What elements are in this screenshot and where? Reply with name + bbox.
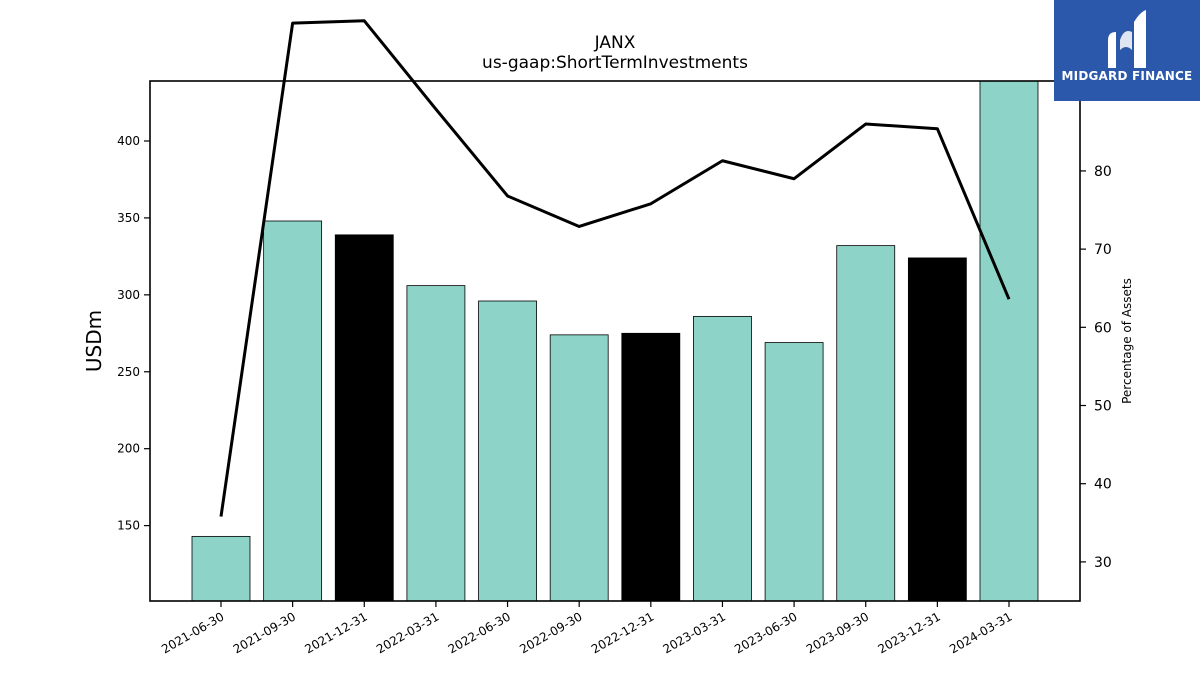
y2-tick-label: 80 bbox=[1094, 164, 1112, 180]
x-axis-ticks: 2021-06-30 2021-09-30 2021-12-31 2022-03-31… bbox=[159, 601, 1015, 656]
y2-tick-label: 70 bbox=[1094, 242, 1112, 258]
y-tick-label: 150 bbox=[117, 519, 140, 533]
x-tick-label: 2023-03-31 bbox=[661, 609, 728, 656]
brand-logo: MIDGARD FINANCE bbox=[1054, 0, 1200, 101]
bar bbox=[263, 220, 323, 602]
y-tick-label: 400 bbox=[117, 134, 140, 148]
bar bbox=[836, 245, 896, 602]
bars-group bbox=[191, 80, 1039, 602]
bar bbox=[764, 342, 824, 602]
bar bbox=[478, 300, 537, 602]
bar bbox=[191, 535, 251, 602]
x-tick-label: 2021-06-30 bbox=[159, 609, 226, 656]
y-tick-label: 250 bbox=[117, 365, 140, 379]
y-tick-label: 200 bbox=[117, 442, 140, 456]
chart-subtitle: us-gaap:ShortTermInvestments bbox=[482, 53, 748, 73]
bar bbox=[549, 334, 609, 602]
x-tick-label: 2024-03-31 bbox=[947, 609, 1014, 656]
logo-mark-icon bbox=[1108, 10, 1146, 68]
y-tick-label: 300 bbox=[117, 288, 140, 302]
percentage-line bbox=[219, 19, 1011, 517]
x-tick-label: 2021-09-30 bbox=[231, 609, 298, 656]
bar bbox=[979, 80, 1039, 602]
y-tick-label: 350 bbox=[117, 211, 140, 225]
y2-tick-label: 50 bbox=[1094, 399, 1112, 415]
x-tick-label: 2022-12-31 bbox=[589, 609, 656, 656]
y-axis-ticks: 150 200 250 300 350 400 bbox=[117, 134, 150, 533]
line-group bbox=[219, 19, 1011, 517]
y2-tick-label: 40 bbox=[1094, 477, 1112, 493]
x-tick-label: 2021-12-31 bbox=[302, 609, 369, 656]
y2-axis-ticks: 30 40 50 60 70 80 bbox=[1080, 164, 1112, 571]
bar bbox=[334, 234, 394, 602]
bar bbox=[907, 257, 967, 602]
chart-title: JANX bbox=[594, 33, 636, 53]
y2-tick-label: 30 bbox=[1094, 555, 1112, 571]
y2-tick-label: 60 bbox=[1094, 320, 1112, 336]
bar bbox=[621, 332, 681, 602]
x-tick-label: 2023-12-31 bbox=[875, 609, 942, 656]
x-tick-label: 2022-06-30 bbox=[446, 609, 513, 656]
x-tick-label: 2022-03-31 bbox=[374, 609, 441, 656]
bar bbox=[406, 285, 466, 602]
plot-frame bbox=[149, 80, 1081, 602]
y-axis-label: USDm bbox=[82, 310, 106, 372]
bar bbox=[693, 315, 752, 602]
logo-text: MIDGARD FINANCE bbox=[1061, 69, 1193, 83]
x-tick-label: 2022-09-30 bbox=[517, 609, 584, 656]
y2-axis-label: Percentage of Assets bbox=[1120, 278, 1134, 404]
x-tick-label: 2023-09-30 bbox=[804, 609, 871, 656]
x-tick-label: 2023-06-30 bbox=[732, 609, 799, 656]
